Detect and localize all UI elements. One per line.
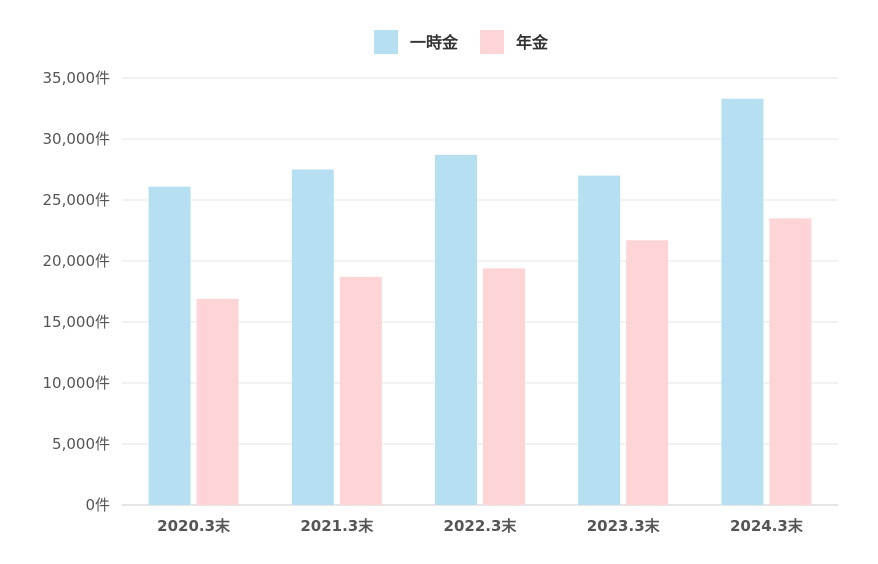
bar-annuity [196, 298, 239, 505]
y-tick-label: 5,000件 [52, 435, 110, 453]
gridlines [122, 77, 838, 506]
bar-annuity [339, 276, 382, 505]
y-tick-label: 35,000件 [43, 69, 111, 87]
bar-lump-sum [435, 154, 477, 506]
x-tick-label: 2023.3末 [587, 517, 661, 535]
x-tick-label: 2024.3末 [730, 517, 804, 535]
y-tick-label: 10,000件 [43, 374, 111, 392]
bar-annuity [769, 218, 812, 506]
legend-swatch [374, 30, 398, 54]
y-tick-label: 15,000件 [43, 313, 111, 331]
y-tick-label: 25,000件 [43, 191, 111, 209]
bar-annuity [626, 240, 669, 505]
bar-lump-sum [721, 98, 764, 506]
x-tick-label: 2020.3末 [157, 517, 231, 535]
bars [148, 98, 812, 506]
bar-annuity [483, 268, 525, 505]
y-tick-label: 30,000件 [43, 130, 111, 148]
x-axis-ticks: 2020.3末 2021.3末 2022.3末 2023.3末 2024.3末 [157, 517, 804, 535]
x-tick-label: 2022.3末 [444, 517, 518, 535]
bar-lump-sum [291, 169, 334, 505]
bar-lump-sum [578, 175, 621, 505]
bar-lump-sum [148, 186, 191, 505]
y-tick-label: 20,000件 [43, 252, 111, 270]
legend-label: 一時金 [410, 33, 459, 52]
legend: 一時金 年金 [374, 30, 549, 54]
legend-swatch [480, 30, 504, 54]
legend-label: 年金 [516, 33, 549, 52]
y-tick-label: 0件 [85, 496, 110, 514]
y-axis-ticks: 0件 5,000件 10,000件 15,000件 20,000件 25,000件 30,0… [43, 69, 111, 514]
x-tick-label: 2021.3末 [300, 517, 374, 535]
